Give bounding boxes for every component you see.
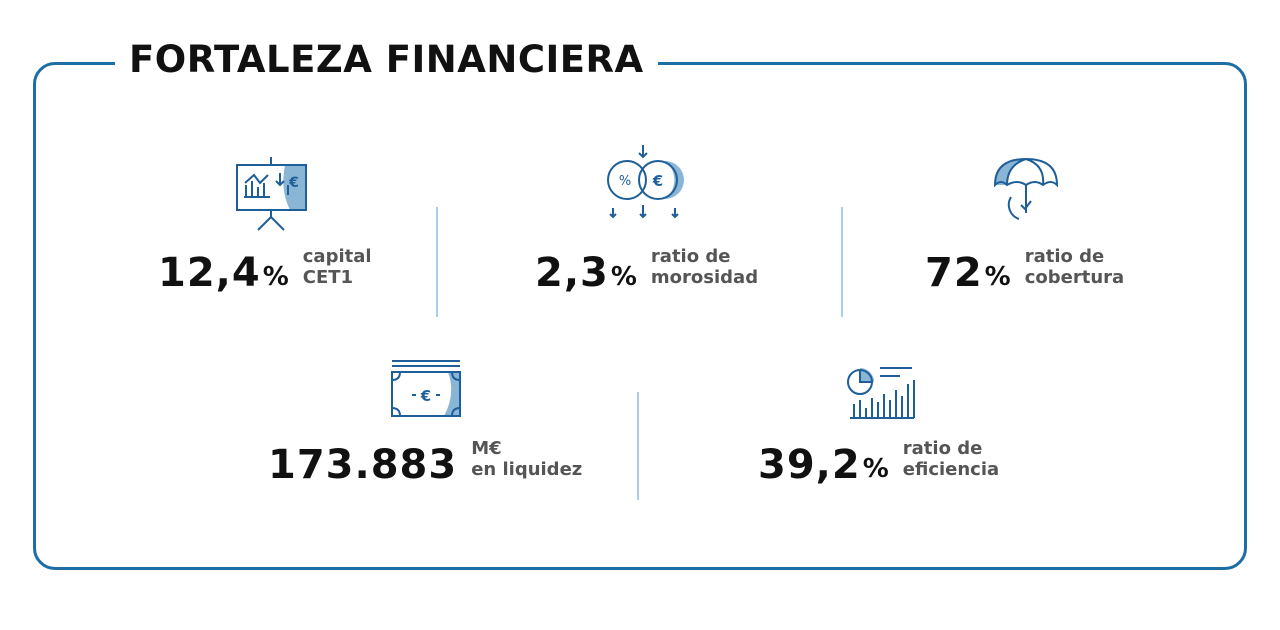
divider <box>841 207 843 317</box>
metric-value: 2,3 <box>535 250 609 296</box>
icon-presentation: € <box>236 157 307 231</box>
metric-label: ratio de morosidad <box>651 246 758 288</box>
metric-value: 72 <box>925 250 983 296</box>
label-line: ratio de <box>650 246 731 267</box>
label-line: eficiencia <box>902 459 1000 480</box>
label-line: capital <box>302 246 372 267</box>
label-line: M€ <box>471 438 502 459</box>
metric: 72 % ratio de cobertura <box>925 246 1124 296</box>
metric-unit: % <box>984 262 1011 292</box>
svg-text:€: € <box>652 172 663 190</box>
metric-label: M€ en liquidez <box>471 438 582 480</box>
label-line: ratio de <box>1024 246 1105 267</box>
svg-text:€: € <box>420 387 431 405</box>
label-line: morosidad <box>650 267 759 288</box>
metric: 39,2 % ratio de eficiencia <box>758 438 999 488</box>
metric-unit: % <box>262 262 289 292</box>
frame <box>33 62 1247 570</box>
metric-label: capital CET1 <box>303 246 372 288</box>
divider <box>436 207 438 317</box>
icon-coins: € % <box>607 145 684 219</box>
svg-text:%: % <box>619 174 631 189</box>
metric-value: 173.883 <box>268 442 458 488</box>
svg-text:€: € <box>288 175 299 191</box>
title: FORTALEZA FINANCIERA <box>115 38 658 81</box>
metric: 2,3 % ratio de morosidad <box>535 246 758 296</box>
metric-label: ratio de cobertura <box>1025 246 1124 288</box>
icon-umbrella <box>993 157 1059 220</box>
metric-unit: % <box>862 454 889 484</box>
metric-label: ratio de eficiencia <box>903 438 999 480</box>
label-line: ratio de <box>902 438 983 459</box>
divider <box>637 392 639 500</box>
metric-value: 39,2 <box>758 442 861 488</box>
icon-banknote: € <box>391 360 461 417</box>
icon-report <box>847 367 915 419</box>
metric-unit: % <box>610 262 637 292</box>
label-line: CET1 <box>302 267 354 288</box>
label-line: en liquidez <box>471 459 583 480</box>
metric-value: 12,4 <box>158 250 261 296</box>
metric: 12,4 % capital CET1 <box>158 246 372 296</box>
metric: 173.883 M€ en liquidez <box>268 438 582 488</box>
label-line: cobertura <box>1024 267 1125 288</box>
